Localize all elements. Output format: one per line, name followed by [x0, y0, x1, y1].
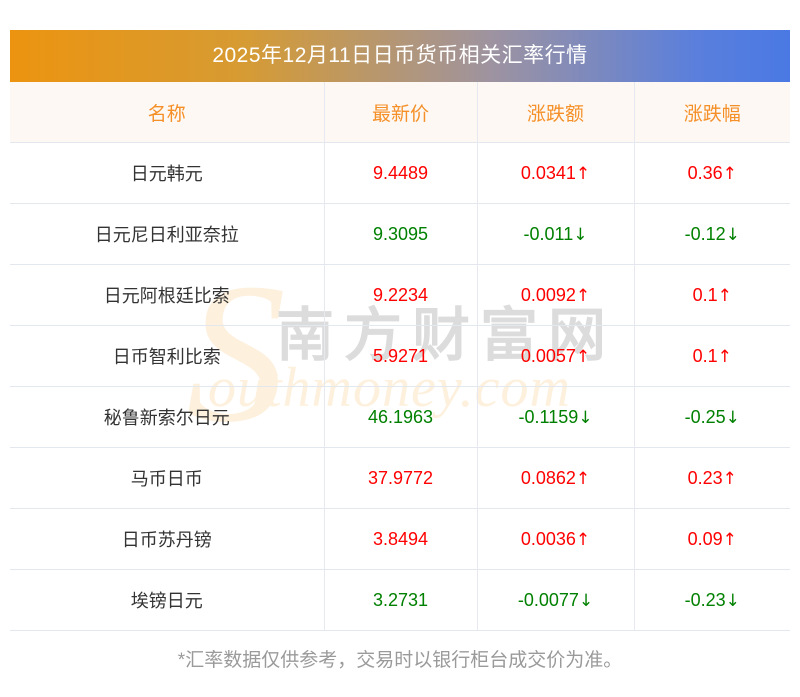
change-amount: -0.0077↓ — [477, 569, 635, 631]
change-percent-value: -0.12 — [684, 223, 726, 244]
currency-pair-name: 秘鲁新索尔日元 — [10, 386, 325, 448]
arrow-down-icon: ↓ — [578, 407, 593, 428]
change-percent: -0.23↓ — [634, 569, 790, 631]
change-percent: -0.12↓ — [634, 203, 790, 265]
change-amount-value: 0.0341 — [520, 162, 576, 183]
currency-pair-name: 日币智利比索 — [10, 325, 325, 387]
arrow-down-icon: ↓ — [573, 224, 588, 245]
rate-table-container: 2025年12月11日日币货币相关汇率行情 名称 最新价 涨跌额 涨跌幅 日元韩… — [10, 30, 790, 631]
currency-pair-name: 日币苏丹镑 — [10, 508, 325, 570]
column-header-pct: 涨跌幅 — [634, 82, 790, 143]
change-amount-value: 0.0862 — [520, 467, 576, 488]
table-row: 日元韩元 9.4489 0.0341↑ 0.36↑ — [10, 142, 790, 204]
table-row: 日元尼日利亚奈拉 9.3095 -0.011↓ -0.12↓ — [10, 203, 790, 265]
arrow-down-icon: ↓ — [578, 590, 594, 611]
arrow-up-icon: ↑ — [575, 163, 591, 184]
table-row: 埃镑日元 3.2731 -0.0077↓ -0.23↓ — [10, 569, 790, 631]
currency-pair-name: 埃镑日元 — [10, 569, 325, 631]
arrow-up-icon: ↑ — [722, 529, 737, 550]
currency-pair-name: 马币日币 — [10, 447, 325, 509]
arrow-up-icon: ↑ — [722, 468, 737, 489]
change-percent-value: 0.1 — [692, 284, 718, 305]
latest-price: 46.1963 — [324, 386, 478, 448]
latest-price: 9.2234 — [324, 264, 478, 326]
table-row: 日币智利比索 5.9271 0.0057↑ 0.1↑ — [10, 325, 790, 387]
change-amount: -0.1159↓ — [477, 386, 635, 448]
change-percent-value: 0.09 — [687, 528, 723, 549]
table-row: 日元阿根廷比索 9.2234 0.0092↑ 0.1↑ — [10, 264, 790, 326]
change-percent-value: -0.23 — [684, 589, 726, 610]
change-amount-value: -0.1159 — [518, 406, 579, 427]
change-amount: -0.011↓ — [477, 203, 635, 265]
change-percent: -0.25↓ — [634, 386, 790, 448]
change-percent-value: -0.25 — [684, 406, 726, 427]
table-header-row: 名称 最新价 涨跌额 涨跌幅 — [10, 82, 790, 143]
table-title-bar: 2025年12月11日日币货币相关汇率行情 — [10, 30, 790, 82]
change-amount: 0.0341↑ — [477, 142, 635, 204]
currency-pair-name: 日元尼日利亚奈拉 — [10, 203, 325, 265]
arrow-up-icon: ↑ — [575, 529, 591, 550]
change-amount-value: 0.0036 — [520, 528, 576, 549]
arrow-up-icon: ↑ — [575, 346, 591, 367]
latest-price: 9.3095 — [324, 203, 478, 265]
currency-pair-name: 日元韩元 — [10, 142, 325, 204]
column-header-change: 涨跌额 — [477, 82, 635, 143]
table-row: 马币日币 37.9772 0.0862↑ 0.23↑ — [10, 447, 790, 509]
table-row: 秘鲁新索尔日元 46.1963 -0.1159↓ -0.25↓ — [10, 386, 790, 448]
change-percent-value: 0.1 — [692, 345, 718, 366]
change-percent: 0.09↑ — [634, 508, 790, 570]
latest-price: 3.8494 — [324, 508, 478, 570]
table-body: 日元韩元 9.4489 0.0341↑ 0.36↑ 日元尼日利亚奈拉 9.3095 -0.0… — [10, 142, 790, 631]
change-percent-value: 0.36 — [687, 162, 723, 183]
change-amount: 0.0862↑ — [477, 447, 635, 509]
latest-price: 9.4489 — [324, 142, 478, 204]
change-amount-value: 0.0057 — [520, 345, 576, 366]
arrow-down-icon: ↓ — [725, 224, 740, 245]
latest-price: 3.2731 — [324, 569, 478, 631]
latest-price: 5.9271 — [324, 325, 478, 387]
table-row: 日币苏丹镑 3.8494 0.0036↑ 0.09↑ — [10, 508, 790, 570]
change-percent: 0.36↑ — [634, 142, 790, 204]
change-amount-value: -0.0077 — [517, 589, 579, 610]
change-amount-value: 0.0092 — [520, 284, 576, 305]
column-header-name: 名称 — [10, 82, 325, 143]
currency-pair-name: 日元阿根廷比索 — [10, 264, 325, 326]
change-percent: 0.1↑ — [634, 325, 790, 387]
column-header-price: 最新价 — [324, 82, 478, 143]
change-percent: 0.1↑ — [634, 264, 790, 326]
arrow-down-icon: ↓ — [725, 407, 740, 428]
exchange-rate-table: 名称 最新价 涨跌额 涨跌幅 日元韩元 9.4489 0.0341↑ 0.36↑ 日元尼… — [10, 82, 790, 631]
change-amount: 0.0036↑ — [477, 508, 635, 570]
arrow-up-icon: ↑ — [722, 163, 737, 184]
change-percent-value: 0.23 — [687, 467, 723, 488]
table-header: 名称 最新价 涨跌额 涨跌幅 — [10, 82, 790, 143]
arrow-up-icon: ↑ — [575, 468, 591, 489]
change-amount: 0.0057↑ — [477, 325, 635, 387]
arrow-down-icon: ↓ — [725, 590, 740, 611]
change-amount-value: -0.011 — [523, 223, 574, 244]
arrow-up-icon: ↑ — [717, 285, 732, 306]
latest-price: 37.9772 — [324, 447, 478, 509]
change-percent: 0.23↑ — [634, 447, 790, 509]
arrow-up-icon: ↑ — [575, 285, 591, 306]
change-amount: 0.0092↑ — [477, 264, 635, 326]
disclaimer-note: *汇率数据仅供参考，交易时以银行柜台成交价为准。 — [177, 650, 623, 671]
arrow-up-icon: ↑ — [717, 346, 732, 367]
page-title: 2025年12月11日日币货币相关汇率行情 — [212, 44, 588, 67]
